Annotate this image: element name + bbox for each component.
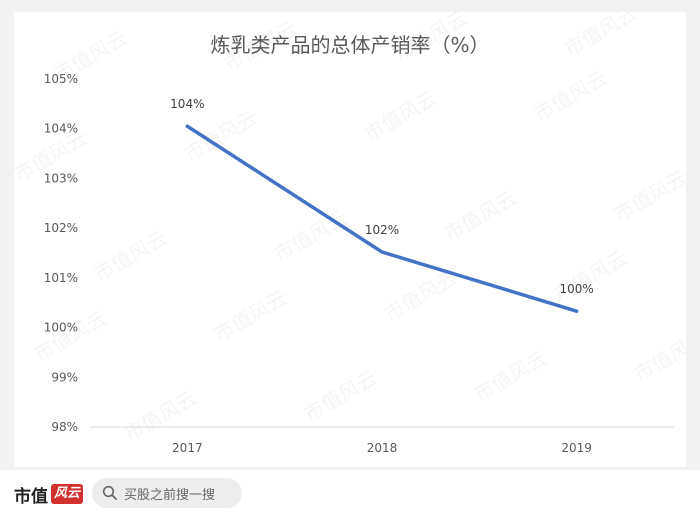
watermark-text: 市值风云	[300, 366, 381, 427]
y-tick-label: 103%	[44, 171, 78, 185]
watermark-text: 市值风云	[470, 346, 551, 407]
y-tick-label: 99%	[51, 370, 78, 384]
watermark-text: 市值风云	[560, 12, 641, 61]
data-point	[185, 124, 189, 128]
search-placeholder: 买股之前搜一搜	[124, 487, 216, 503]
watermark-text: 市值风云	[180, 106, 261, 167]
search-icon	[102, 485, 117, 500]
y-tick-label: 104%	[44, 122, 78, 136]
data-label: 104%	[170, 97, 204, 111]
data-label: 102%	[365, 223, 399, 237]
series-layer: 104% 102% 100%	[170, 97, 594, 313]
watermark-text: 市值风云	[120, 386, 201, 447]
y-tick-label: 100%	[44, 321, 78, 335]
brand: 市值 风云	[14, 482, 83, 507]
series-line	[185, 124, 579, 313]
y-tick-label: 101%	[44, 271, 78, 285]
data-point	[575, 309, 579, 313]
watermark-text: 市值风云	[30, 306, 111, 367]
watermark-text: 市值风云	[550, 246, 631, 307]
chart-title: 炼乳类产品的总体产销率（%）	[210, 33, 489, 57]
y-tick-label: 102%	[44, 221, 78, 235]
watermark-text: 市值风云	[270, 206, 351, 267]
y-tick-label: 98%	[51, 420, 78, 434]
chart-card: 市值风云 市值风云 市值风云 市值风云 市值风云 市值风云 市值风云 市值风云 市值风云 市值风云…	[10, 1, 700, 467]
footer-bar: 市值 风云 买股之前搜一搜	[0, 470, 700, 517]
watermark-text: 市值风云	[630, 326, 686, 387]
search-box[interactable]: 买股之前搜一搜	[92, 478, 242, 508]
y-tick-label: 105%	[44, 72, 78, 86]
watermark-text: 市值风云	[610, 166, 686, 227]
y-axis: 105% 104% 103% 102% 101% 100% 99% 98%	[44, 72, 78, 434]
watermark-text: 市值风云	[210, 286, 291, 347]
watermark-text: 市值风云	[90, 226, 171, 287]
x-tick-label: 2018	[367, 441, 398, 455]
watermark-text: 市值风云	[360, 86, 441, 147]
x-tick-label: 2017	[172, 441, 203, 455]
x-tick-label: 2019	[561, 441, 592, 455]
watermark-text: 市值风云	[380, 266, 461, 327]
watermark-text: 市值风云	[440, 186, 521, 247]
x-axis: 2017 2018 2019	[172, 441, 592, 455]
watermark-text: 市值风云	[530, 66, 611, 127]
brand-name: 市值	[14, 486, 48, 507]
data-point	[380, 250, 384, 254]
brand-logo: 风云	[51, 484, 83, 504]
data-label: 100%	[560, 282, 594, 296]
